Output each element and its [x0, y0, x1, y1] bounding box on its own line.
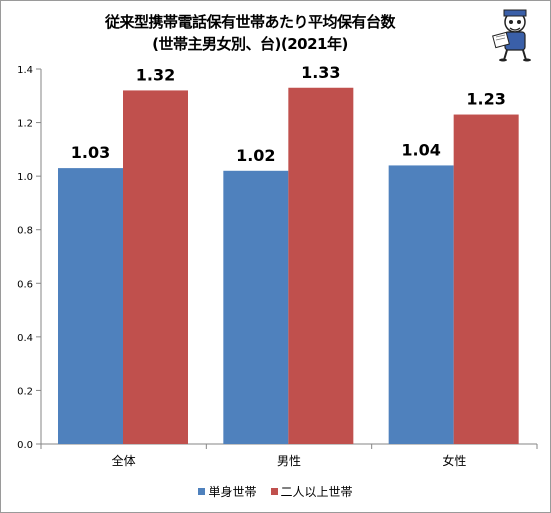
legend-label-multi: 二人以上世帯 — [280, 485, 353, 499]
bar-multi-1 — [288, 87, 354, 444]
legend-label-single: 単身世帯 — [208, 485, 257, 499]
newspaper-reader-mascot-icon — [492, 9, 531, 62]
data-label: 1.04 — [401, 140, 440, 159]
x-tick-label: 全体 — [112, 453, 136, 468]
y-tick-label: 0.6 — [17, 279, 33, 290]
y-tick-label: 0.2 — [17, 386, 33, 397]
data-label: 1.03 — [71, 143, 110, 162]
chart-legend: 単身世帯 二人以上世帯 — [0, 483, 551, 500]
data-label: 1.02 — [236, 146, 275, 165]
y-tick-label: 1.4 — [17, 65, 33, 76]
data-label: 1.33 — [301, 63, 340, 82]
legend-item-single: 単身世帯 — [198, 483, 257, 500]
bar-single-2 — [388, 165, 454, 444]
data-label: 1.23 — [466, 90, 505, 109]
bar-single-1 — [223, 170, 289, 445]
x-tick-label: 男性 — [277, 454, 301, 468]
y-tick-label: 0.4 — [17, 333, 33, 344]
legend-swatch-single — [198, 488, 206, 495]
legend-swatch-multi — [270, 488, 278, 495]
bar-multi-0 — [123, 90, 188, 444]
y-tick-label: 0.8 — [17, 226, 33, 237]
x-tick-label: 女性 — [442, 453, 466, 468]
data-label: 1.32 — [136, 65, 175, 84]
y-tick-label: 1.2 — [17, 119, 33, 130]
bar-single-0 — [58, 168, 123, 444]
y-tick-label: 0.0 — [17, 440, 33, 451]
y-tick-label: 1.0 — [17, 172, 33, 183]
chart-title: 従来型携帯電話保有世帯あたり平均保有台数 — [104, 13, 396, 31]
chart-subtitle: (世帯主男女別、台)(2021年) — [152, 35, 348, 53]
bar-multi-2 — [453, 114, 519, 445]
legend-item-multi: 二人以上世帯 — [270, 483, 353, 500]
